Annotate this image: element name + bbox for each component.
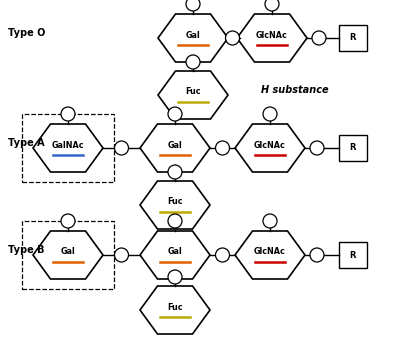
Text: H substance: H substance xyxy=(261,85,329,95)
Circle shape xyxy=(263,107,277,121)
Circle shape xyxy=(168,214,182,228)
Text: R: R xyxy=(350,250,356,259)
Circle shape xyxy=(310,248,324,262)
Circle shape xyxy=(186,55,200,69)
Circle shape xyxy=(168,107,182,121)
Text: GlcNAc: GlcNAc xyxy=(256,31,288,40)
Circle shape xyxy=(312,31,326,45)
Circle shape xyxy=(225,31,239,45)
Circle shape xyxy=(61,107,75,121)
Text: R: R xyxy=(350,33,356,43)
Text: Fuc: Fuc xyxy=(167,302,183,312)
Circle shape xyxy=(168,270,182,284)
Bar xyxy=(339,242,367,268)
Circle shape xyxy=(186,0,200,11)
Bar xyxy=(339,135,367,161)
Circle shape xyxy=(168,165,182,179)
Text: Fuc: Fuc xyxy=(167,197,183,206)
Circle shape xyxy=(61,214,75,228)
Bar xyxy=(22,114,114,182)
Circle shape xyxy=(265,0,279,11)
Circle shape xyxy=(310,141,324,155)
Text: Gal: Gal xyxy=(168,247,182,257)
Text: Gal: Gal xyxy=(168,140,182,150)
Circle shape xyxy=(114,248,129,262)
Circle shape xyxy=(216,248,229,262)
Text: Gal: Gal xyxy=(61,247,75,257)
Text: GlcNAc: GlcNAc xyxy=(254,140,286,150)
Text: Type B: Type B xyxy=(8,245,44,255)
Text: Fuc: Fuc xyxy=(185,87,201,97)
Circle shape xyxy=(263,214,277,228)
Bar xyxy=(339,25,367,51)
Text: Type O: Type O xyxy=(8,28,45,38)
Text: GlcNAc: GlcNAc xyxy=(254,247,286,257)
Circle shape xyxy=(216,141,229,155)
Text: Type A: Type A xyxy=(8,138,44,148)
Bar xyxy=(22,221,114,289)
Circle shape xyxy=(114,141,129,155)
Text: GalNAc: GalNAc xyxy=(52,140,84,150)
Text: Gal: Gal xyxy=(186,31,200,40)
Text: R: R xyxy=(350,143,356,152)
